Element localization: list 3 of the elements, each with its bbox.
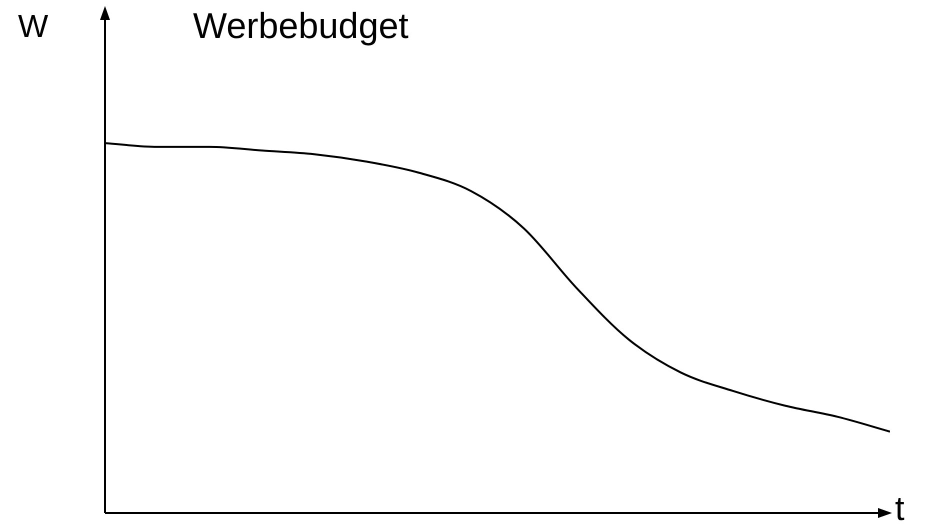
x-axis-title: t — [895, 490, 904, 527]
y-axis-title: W — [18, 8, 48, 44]
chart-title: Werbebudget — [193, 5, 408, 46]
